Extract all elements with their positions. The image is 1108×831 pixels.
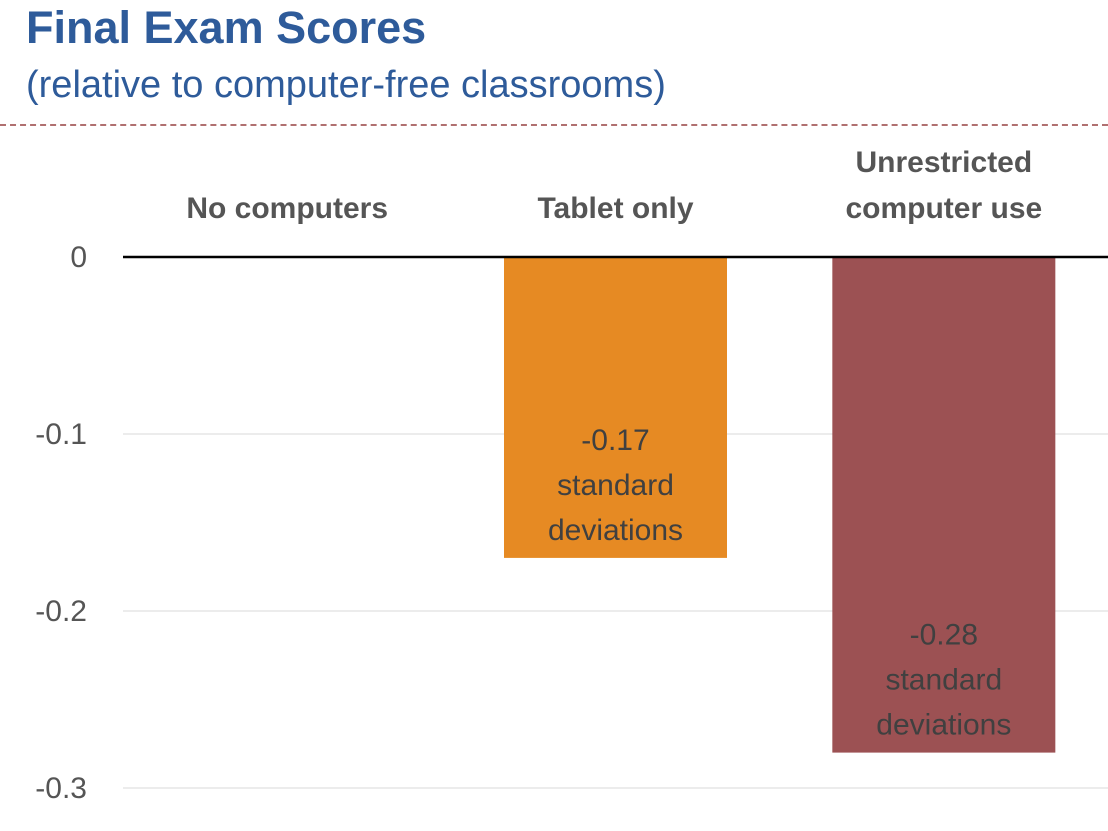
bar: [504, 257, 727, 558]
y-tick-label: -0.1: [35, 418, 87, 451]
chart-subtitle: (relative to computer-free classrooms): [26, 64, 666, 106]
data-label: standard: [557, 469, 674, 502]
data-label: deviations: [548, 514, 683, 547]
category-label: No computers: [186, 192, 388, 225]
y-tick-label: -0.3: [35, 772, 87, 805]
data-label: -0.28: [910, 619, 978, 652]
data-label: standard: [885, 664, 1002, 697]
y-tick-label: -0.2: [35, 595, 87, 628]
title-divider: [0, 124, 1108, 126]
category-label: computer use: [845, 192, 1042, 225]
chart-title: Final Exam Scores: [26, 2, 427, 53]
bar: [832, 257, 1056, 753]
data-label: -0.17: [581, 424, 649, 457]
category-label: Unrestricted: [855, 146, 1032, 179]
y-tick-label: 0: [70, 241, 87, 274]
category-label: Tablet only: [537, 192, 693, 225]
data-label: deviations: [876, 709, 1011, 742]
